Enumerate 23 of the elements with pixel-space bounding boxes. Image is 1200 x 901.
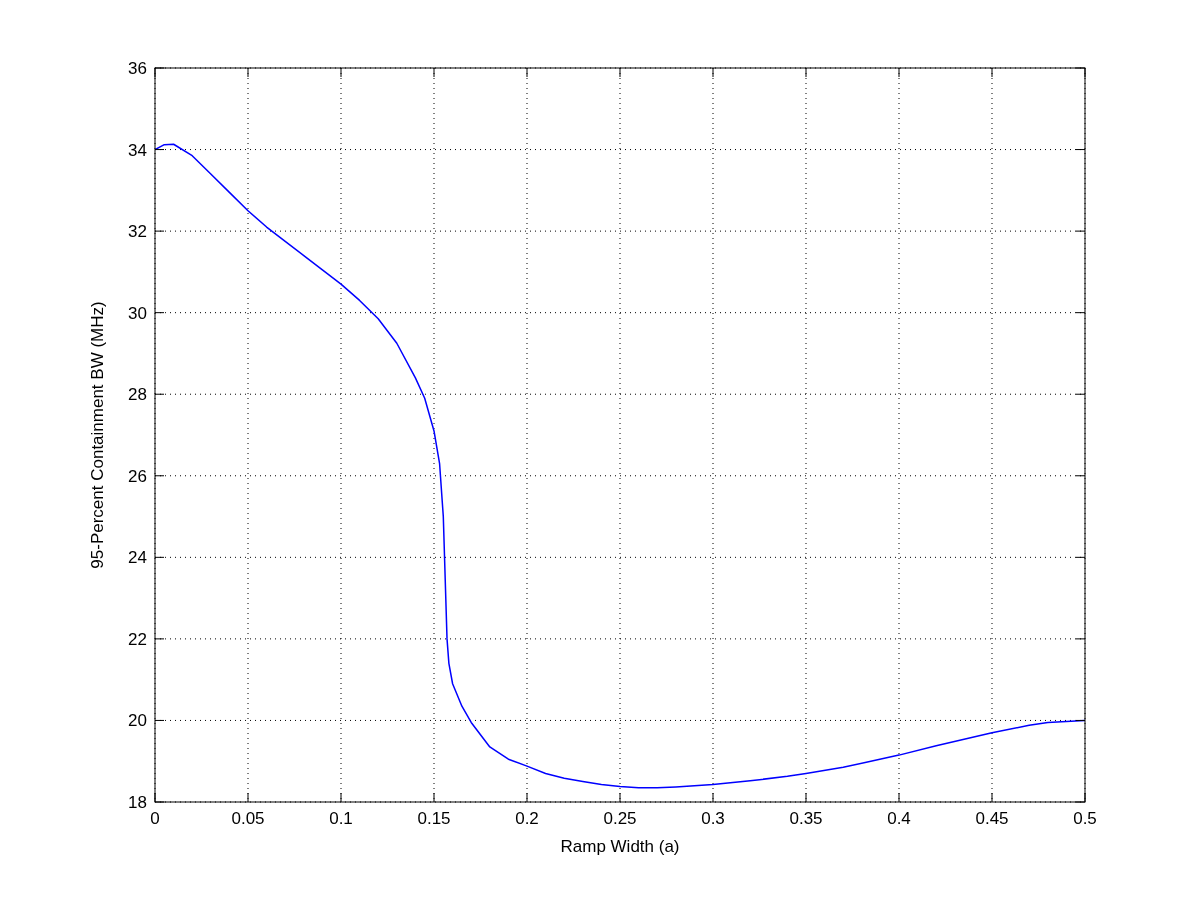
y-tick-label: 26 — [128, 466, 147, 486]
y-tick-label: 28 — [128, 385, 147, 405]
x-tick-label: 0.3 — [701, 809, 725, 828]
y-tick-label: 34 — [128, 140, 147, 160]
x-tick-label: 0.05 — [231, 809, 265, 828]
y-tick-label: 20 — [128, 711, 147, 731]
y-tick-label: 24 — [128, 548, 147, 568]
x-tick-label: 0.2 — [515, 809, 539, 828]
x-tick-label: 0.25 — [603, 809, 637, 828]
x-tick-label: 0.4 — [887, 809, 911, 828]
x-tick-label: 0.45 — [975, 809, 1009, 828]
x-axis-title: Ramp Width (a) — [560, 837, 680, 856]
x-tick-label: 0.5 — [1073, 809, 1097, 828]
x-tick-label: 0 — [150, 809, 160, 828]
x-tick-label: 0.15 — [417, 809, 451, 828]
x-tick-label: 0.35 — [789, 809, 823, 828]
y-tick-label: 22 — [128, 629, 147, 649]
x-tick-label: 0.1 — [329, 809, 353, 828]
y-tick-label: 32 — [128, 222, 147, 242]
y-axis-title: 95-Percent Containment BW (MHz) — [88, 301, 107, 569]
y-tick-label: 18 — [128, 792, 147, 812]
y-tick-label: 36 — [128, 58, 147, 78]
y-tick-label: 30 — [128, 303, 147, 323]
